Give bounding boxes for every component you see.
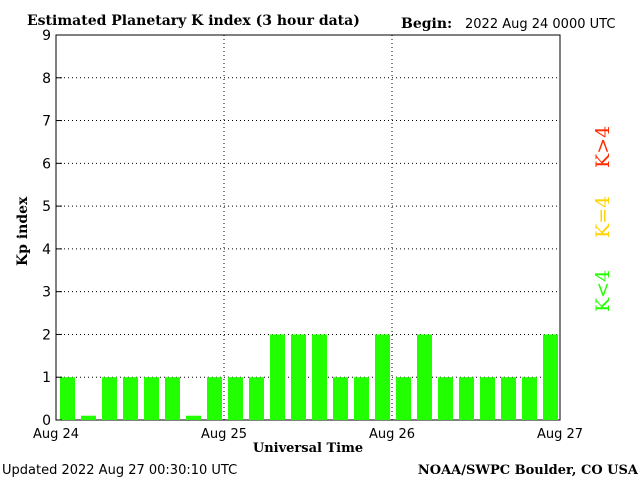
kp-bar	[228, 377, 243, 420]
y-axis-label: Kp index	[15, 196, 31, 266]
kp-bar	[480, 377, 495, 420]
legend-item-k-equal-4: K=4	[592, 196, 614, 238]
plot-area: 0 1 2 3 4 5 6 7 8 9 Aug 24 Aug 25 Aug 26 Aug 27	[33, 28, 583, 442]
kp-bar	[417, 334, 432, 420]
x-tick-label: Aug 24	[33, 427, 79, 442]
y-tick-label: 4	[42, 242, 51, 258]
kp-bar	[291, 334, 306, 420]
kp-bar	[354, 377, 369, 420]
plot-frame	[55, 34, 561, 421]
kp-bar	[249, 377, 264, 420]
kp-bar	[165, 377, 180, 420]
updated-timestamp: Updated 2022 Aug 27 00:30:10 UTC	[2, 463, 237, 478]
source-credit: NOAA/SWPC Boulder, CO USA	[418, 463, 639, 478]
kp-bar	[207, 377, 222, 420]
x-tick-label: Aug 27	[537, 427, 583, 442]
y-tick-label: 3	[42, 285, 51, 301]
legend-item-k-greater-4: K>4	[592, 126, 614, 168]
kp-bar	[396, 377, 411, 420]
y-tick-label: 5	[42, 199, 51, 215]
begin-label: Begin:	[401, 16, 452, 32]
kp-bar	[333, 377, 348, 420]
kp-bar	[375, 334, 390, 420]
kp-bar	[438, 377, 453, 420]
kp-bar	[312, 334, 327, 420]
kp-bar	[270, 334, 285, 420]
kp-bar	[186, 415, 201, 420]
y-tick-label: 7	[42, 114, 51, 130]
x-tick-label: Aug 25	[201, 427, 247, 442]
kp-bar	[543, 334, 558, 420]
kp-bar	[102, 377, 117, 420]
bars	[60, 334, 558, 420]
x-tick-labels: Aug 24 Aug 25 Aug 26 Aug 27	[33, 427, 583, 442]
kp-bar	[123, 377, 138, 420]
y-tick-labels: 0 1 2 3 4 5 6 7 8 9	[42, 28, 62, 429]
x-axis-label: Universal Time	[253, 441, 363, 456]
kp-bar	[144, 377, 159, 420]
legend: K>4 K=4 K<4	[592, 126, 614, 312]
kp-bar	[459, 377, 474, 420]
legend-item-k-less-4: K<4	[592, 270, 614, 312]
kp-bar	[522, 377, 537, 420]
chart-title: Estimated Planetary K index (3 hour data…	[27, 13, 360, 29]
y-tick-label: 1	[42, 370, 51, 386]
kp-bar	[60, 377, 75, 420]
x-tick-label: Aug 26	[369, 427, 415, 442]
y-tick-label: 8	[42, 71, 51, 87]
gridlines	[56, 35, 560, 420]
y-tick-label: 0	[42, 413, 51, 429]
y-tick-label: 6	[42, 156, 51, 172]
kp-bar	[501, 377, 516, 420]
begin-value: 2022 Aug 24 0000 UTC	[465, 17, 615, 32]
kp-bar	[81, 415, 96, 420]
y-tick-label: 2	[42, 327, 51, 343]
y-tick-label: 9	[42, 28, 51, 44]
